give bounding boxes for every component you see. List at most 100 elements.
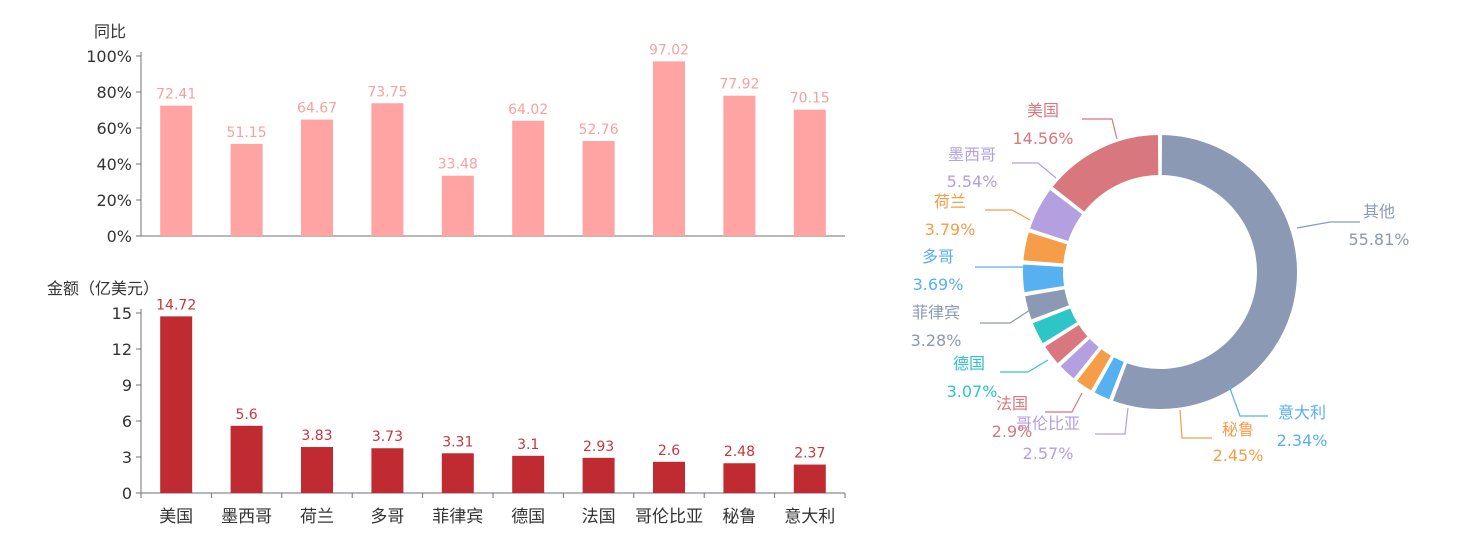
bar-value-label: 5.6	[235, 407, 257, 423]
slice-label-line	[1045, 392, 1083, 413]
slice-value-label: 3.07%	[947, 382, 998, 401]
amount-bar-chart: 金额（亿美元） 0 3 6 9 12 15 14.72 美国 5.6 墨西哥 3.83 荷兰 3.73 多哥…	[47, 279, 846, 527]
bar-value-label: 2.6	[658, 443, 680, 459]
x-tick-label: 哥伦比亚	[635, 507, 703, 527]
bar	[793, 109, 826, 236]
donut-slice	[1049, 132, 1161, 215]
slice-name-label: 秘鲁	[1222, 420, 1254, 439]
bar	[441, 453, 474, 493]
bar	[441, 175, 474, 236]
slice-label-line	[985, 209, 1031, 221]
bar-value-label: 3.73	[372, 429, 403, 445]
slice-name-label: 美国	[1027, 101, 1059, 120]
donut-slice	[1057, 336, 1102, 382]
bar	[512, 455, 545, 493]
slice-value-label: 14.56%	[1012, 129, 1073, 148]
slice-label-line	[1179, 409, 1212, 439]
x-tick-label: 荷兰	[300, 507, 334, 527]
donut-slice	[1074, 346, 1114, 394]
bar	[160, 105, 193, 236]
slice-label-line	[1296, 221, 1360, 229]
bar-value-label: 97.02	[649, 42, 689, 58]
bar-value-label: 3.83	[301, 428, 332, 444]
y-tick-label: 6	[122, 412, 132, 431]
slice-value-label: 2.45%	[1213, 446, 1264, 465]
slice-value-label: 3.28%	[911, 331, 962, 350]
slice-label-line	[1095, 407, 1129, 435]
bar-value-label: 51.15	[227, 125, 267, 141]
bar	[653, 61, 685, 236]
donut-slice	[1027, 187, 1085, 244]
x-tick-label: 秘鲁	[722, 507, 756, 527]
y-tick-label: 20%	[96, 191, 132, 210]
bar-value-label: 72.41	[156, 87, 196, 103]
slice-value-label: 2.57%	[1023, 444, 1074, 463]
donut-slice	[1021, 229, 1070, 266]
slice-name-label: 荷兰	[934, 192, 966, 211]
slice-value-label: 2.9%	[992, 422, 1033, 441]
bar-value-label: 33.48	[438, 157, 478, 173]
x-tick-label: 德国	[511, 507, 545, 527]
slice-name-label: 哥伦比亚	[1016, 414, 1080, 433]
slice-label-line	[980, 309, 1031, 324]
bar	[371, 103, 404, 236]
bar	[230, 143, 263, 236]
bar-value-label: 70.15	[790, 91, 830, 107]
slice-label-line	[1000, 359, 1049, 373]
bar	[301, 447, 333, 493]
slice-name-label: 意大利	[1278, 403, 1326, 422]
bar	[582, 457, 615, 493]
donut-slice	[1022, 287, 1072, 322]
bar	[653, 461, 685, 493]
slice-name-label: 墨西哥	[948, 145, 996, 164]
x-tick-label: 多哥	[370, 507, 404, 527]
x-tick-label: 菲律宾	[432, 507, 483, 527]
y-tick-label: 100%	[86, 47, 132, 66]
donut-slice	[1021, 262, 1067, 295]
slice-label-line	[1012, 162, 1057, 179]
donut-slice	[1091, 354, 1127, 402]
yoy-bar-chart: 同比 0% 20% 40% 60% 80% 100% 72.41 51.15 64.67 73.75…	[86, 22, 845, 246]
slice-name-label: 菲律宾	[912, 303, 960, 322]
y-tick-label: 9	[122, 376, 132, 395]
slice-name-label: 德国	[953, 354, 985, 373]
slice-name-label: 其他	[1363, 202, 1395, 221]
slice-name-label: 法国	[996, 394, 1028, 413]
bar-value-label: 14.72	[156, 297, 196, 313]
bar-value-label: 64.02	[508, 102, 548, 118]
y-tick-label: 3	[122, 448, 132, 467]
share-donut-chart: 其他 55.81% 意大利 2.34% 秘鲁 2.45% 哥伦比亚 2.57% 法国 2.9% 德国…	[911, 101, 1410, 465]
donut-slice	[1042, 322, 1091, 366]
y-tick-label: 12	[112, 340, 132, 359]
bar	[582, 141, 615, 236]
bar-value-label: 64.67	[297, 101, 337, 117]
y-tick-label: 60%	[96, 119, 132, 138]
slice-value-label: 5.54%	[947, 172, 998, 191]
bar-value-label: 2.48	[724, 444, 755, 460]
donut-slice	[1030, 305, 1080, 346]
x-tick-label: 法国	[582, 507, 616, 527]
bar-value-label: 3.1	[517, 437, 539, 453]
donut-slice	[1110, 132, 1299, 411]
y-axis-title: 金额（亿美元）	[47, 279, 159, 298]
bar-value-label: 73.75	[367, 84, 407, 100]
bar	[160, 316, 193, 493]
x-tick-label: 美国	[159, 507, 193, 527]
y-tick-label: 80%	[96, 83, 132, 102]
x-tick-label: 墨西哥	[221, 507, 272, 527]
bar	[301, 119, 333, 236]
bar	[512, 120, 545, 236]
x-tick-label: 意大利	[784, 507, 835, 527]
bar-value-label: 52.76	[579, 122, 619, 138]
bar	[793, 464, 826, 493]
y-tick-label: 40%	[96, 155, 132, 174]
y-tick-label: 0	[122, 484, 132, 503]
y-tick-label: 15	[112, 304, 132, 323]
slice-value-label: 3.69%	[913, 275, 964, 294]
y-tick-label: 0%	[107, 227, 132, 246]
bar-value-label: 77.92	[719, 77, 759, 93]
slice-label-line	[1227, 382, 1268, 417]
bar	[371, 448, 404, 493]
slice-name-label: 多哥	[922, 247, 954, 266]
